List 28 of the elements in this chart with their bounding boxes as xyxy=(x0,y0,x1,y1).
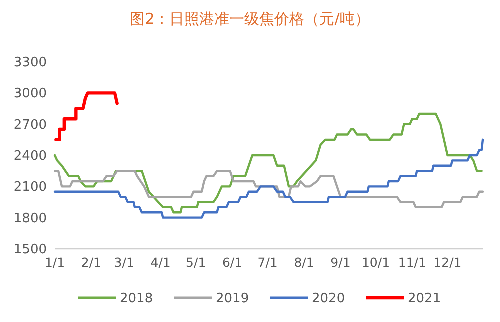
x-tick-label: 12/1 xyxy=(434,255,462,270)
x-tick-label: 7/1 xyxy=(258,255,278,270)
x-tick-label: 3/1 xyxy=(114,255,134,270)
legend-label: 2020 xyxy=(312,292,346,307)
x-tick-label: 9/1 xyxy=(330,255,351,270)
legend-label: 2018 xyxy=(120,292,154,307)
line-series xyxy=(54,138,484,219)
y-tick-label: 3000 xyxy=(14,86,47,102)
x-tick-label: 4/1 xyxy=(150,255,171,270)
y-tick-label: 2100 xyxy=(14,180,47,196)
x-tick-label: 11/1 xyxy=(398,255,426,270)
chart-title: 图2：日照港准一级焦价格（元/吨） xyxy=(130,10,370,28)
y-tick-label: 1800 xyxy=(14,211,47,226)
x-tick-label: 2/1 xyxy=(81,255,102,270)
y-tick-label: 2700 xyxy=(14,118,47,133)
line-series xyxy=(54,112,483,214)
x-tick-label: 6/1 xyxy=(222,255,243,270)
x-tick-label: 1/1 xyxy=(44,255,66,270)
x-tick-label: 8/1 xyxy=(294,255,314,270)
legend-label: 2019 xyxy=(216,292,250,307)
y-tick-label: 1500 xyxy=(14,242,47,258)
line-series xyxy=(54,170,484,209)
line-series xyxy=(54,92,119,142)
legend-label: 2021 xyxy=(408,292,442,307)
x-tick-label: 10/1 xyxy=(362,255,390,270)
y-tick-label: 3300 xyxy=(14,56,47,71)
y-tick-label: 2400 xyxy=(14,149,47,164)
x-tick-label: 5/1 xyxy=(186,255,206,270)
